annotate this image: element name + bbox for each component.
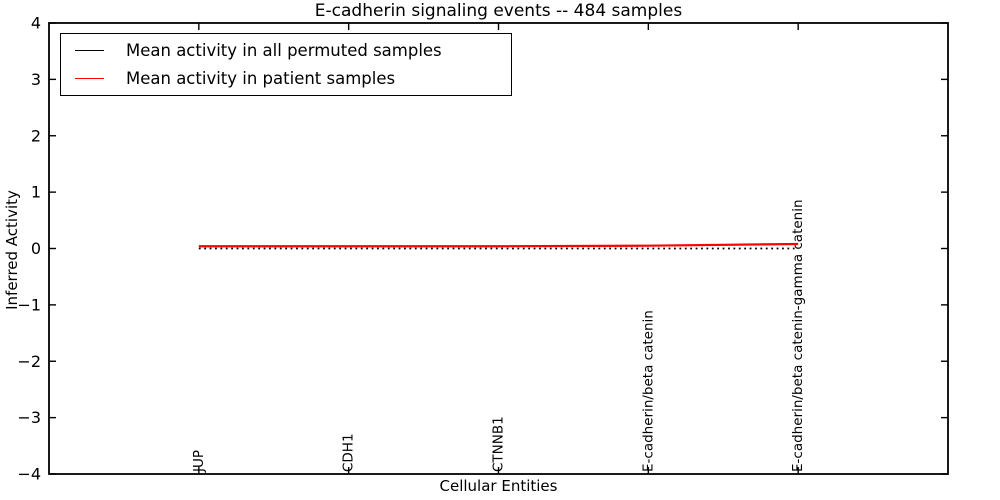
permuted-line-sample	[75, 49, 104, 51]
x-axis-label: Cellular Entities	[439, 477, 558, 495]
patient-line-sample	[75, 78, 104, 80]
y-axis-label: Inferred Activity	[3, 190, 21, 310]
y-tick-label: 1	[31, 183, 41, 202]
x-category-label: E-cadherin/beta catenin-gamma catenin	[790, 199, 806, 472]
legend-item-permuted: Mean activity in all permuted samples	[61, 37, 511, 63]
legend-label-permuted: Mean activity in all permuted samples	[126, 40, 442, 60]
chart-title: E-cadherin signaling events -- 484 sampl…	[314, 1, 683, 21]
y-tick-label: −3	[17, 408, 41, 427]
legend-item-patient: Mean activity in patient samples	[61, 66, 511, 92]
y-tick-label: 0	[31, 239, 41, 258]
y-tick-label: 3	[31, 70, 41, 89]
y-tick-label: −1	[17, 295, 41, 314]
legend-label-patient: Mean activity in patient samples	[126, 69, 396, 89]
x-category-label: CTNNB1	[491, 416, 507, 472]
y-tick-label: 2	[31, 126, 41, 145]
x-category-label: JUP	[191, 450, 207, 473]
patient-series-line	[198, 242, 799, 248]
x-category-label: CDH1	[341, 433, 357, 472]
y-tick-label: −4	[17, 465, 41, 484]
y-tick-label: 4	[31, 14, 41, 33]
legend: Mean activity in all permuted samples Me…	[60, 33, 512, 96]
y-tick-label: −2	[17, 352, 41, 371]
x-category-label: E-cadherin/beta catenin	[640, 310, 656, 472]
